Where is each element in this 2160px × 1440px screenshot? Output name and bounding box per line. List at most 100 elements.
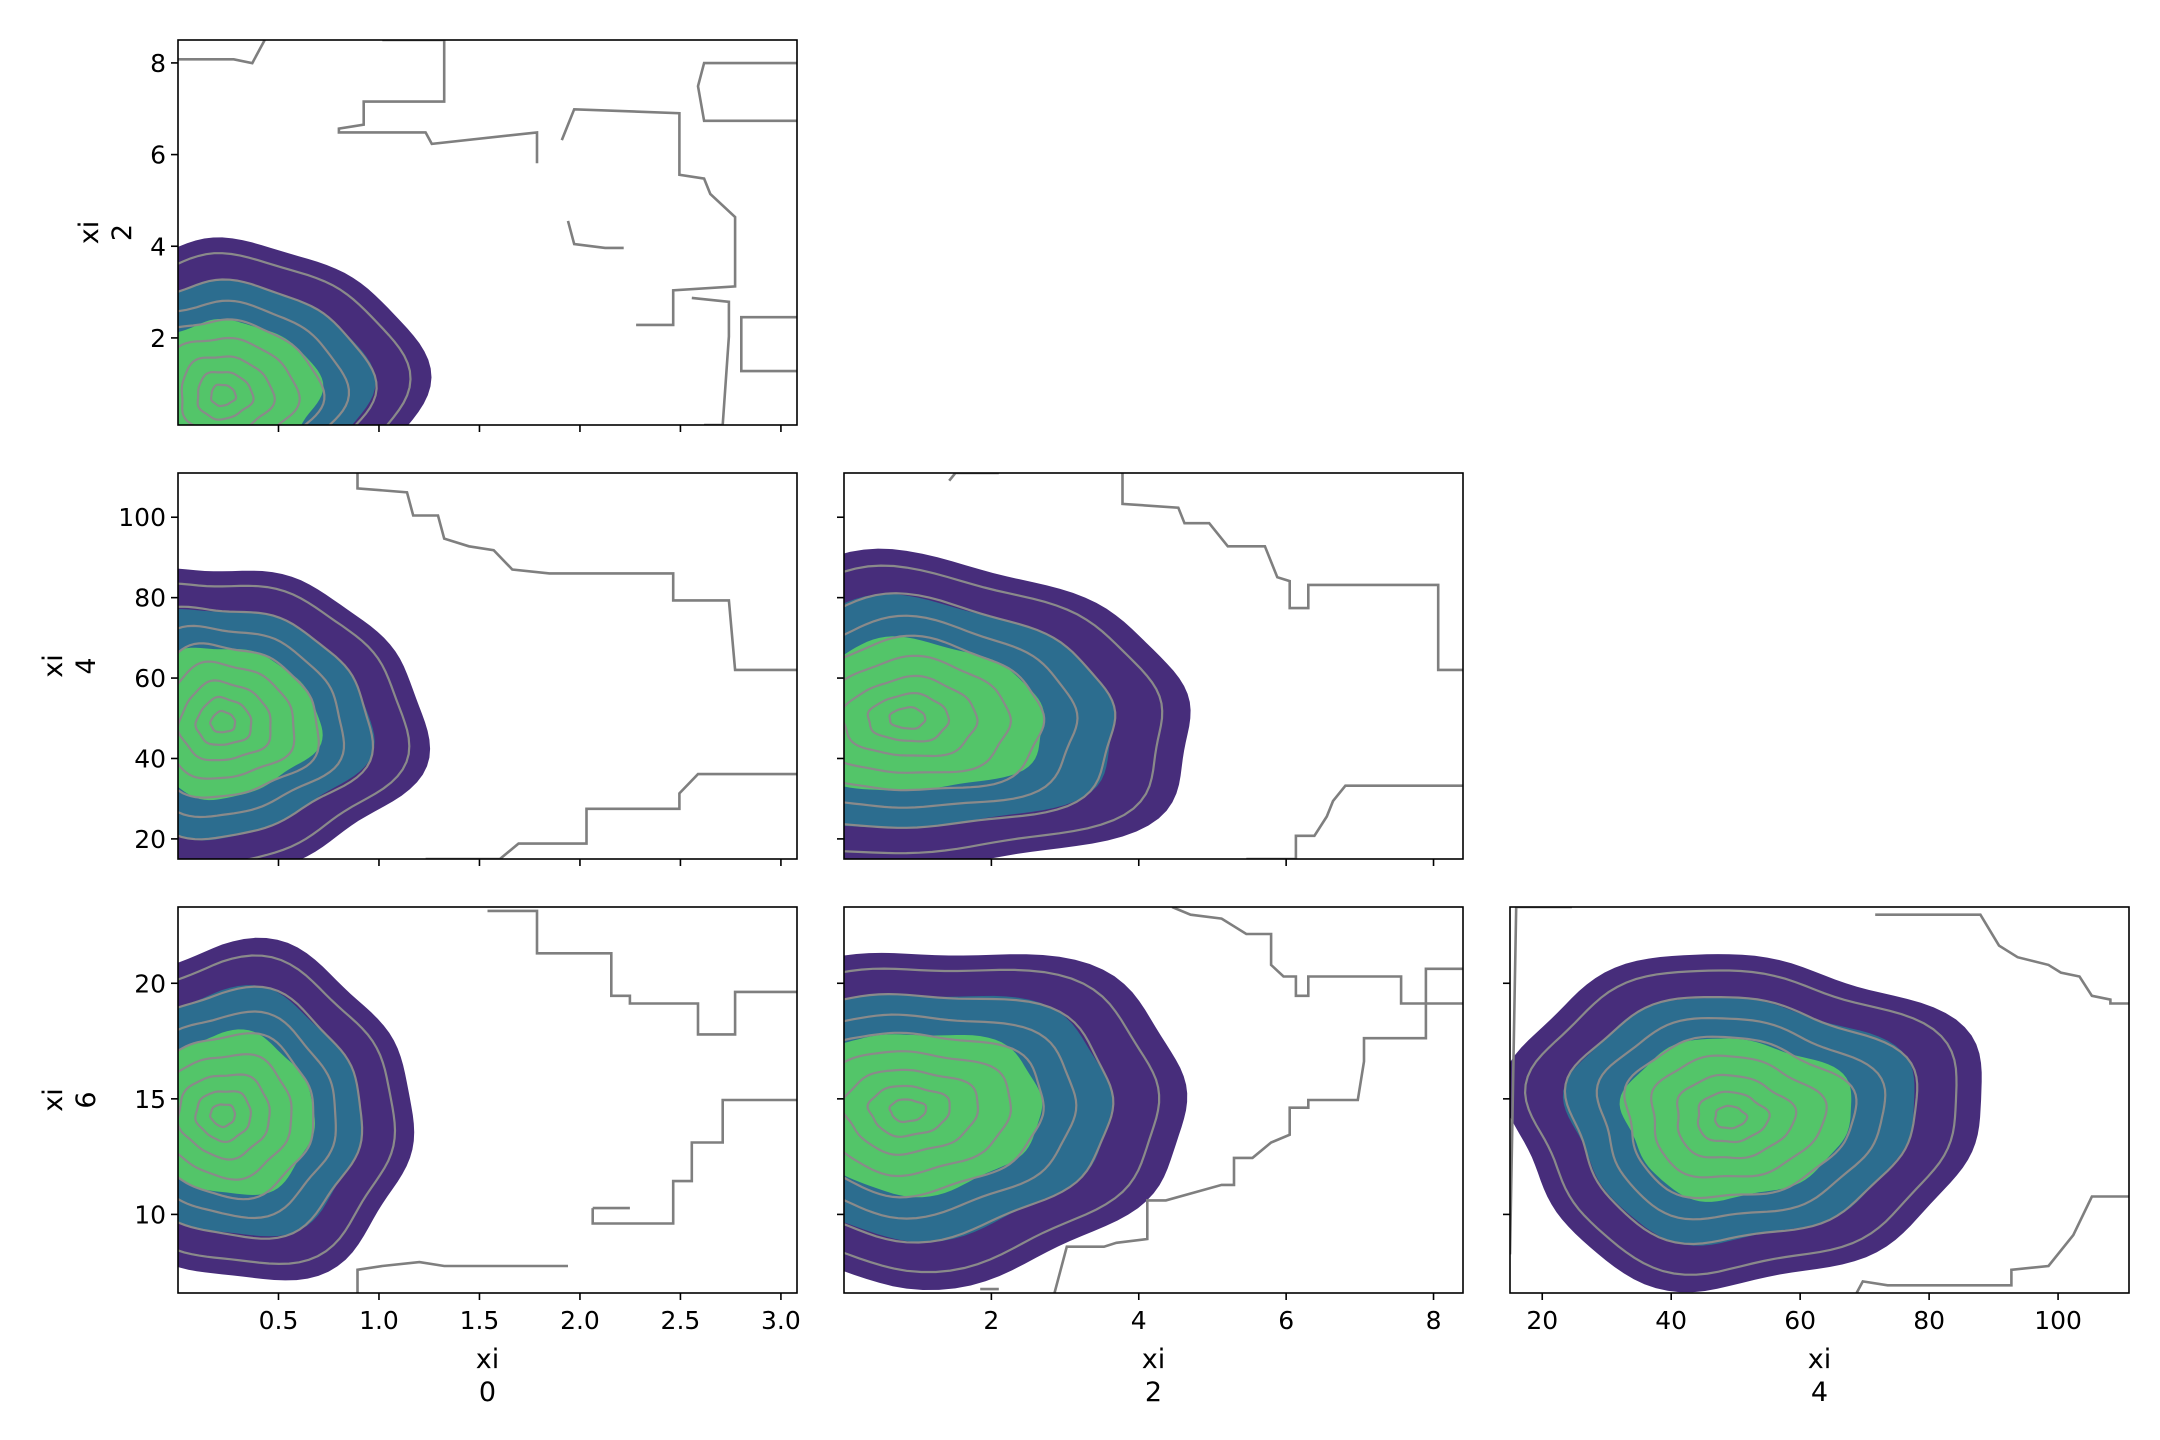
boundary-line xyxy=(1171,907,1463,1005)
boundary-line xyxy=(337,40,539,164)
x-tick-label: 100 xyxy=(2034,1306,2082,1335)
contour-line xyxy=(866,1084,951,1138)
contour-line xyxy=(866,691,951,743)
contour-line xyxy=(844,967,1161,1274)
y-axis-label: 2 xyxy=(107,224,138,241)
x-axis-label: xi xyxy=(476,1344,499,1375)
contour-line xyxy=(178,252,412,425)
boundary-line xyxy=(948,473,999,482)
contour-line xyxy=(178,642,320,799)
axes-frame xyxy=(1509,906,2130,1294)
boundary-line xyxy=(566,220,624,250)
contour-line xyxy=(844,674,979,758)
contour-line xyxy=(178,336,301,425)
boundary-line xyxy=(178,40,266,65)
contour-line xyxy=(844,654,1013,774)
contour-line xyxy=(178,278,378,425)
panel-xi2_vs_xi4 xyxy=(837,472,1464,866)
y-axis-label: 4 xyxy=(71,657,102,674)
y-tick-label: 2 xyxy=(150,324,166,353)
plot-area xyxy=(844,907,1463,1293)
contour-line xyxy=(888,1098,928,1124)
boundary-line xyxy=(1510,907,1572,1255)
y-tick-label: 80 xyxy=(134,584,166,613)
contour-line xyxy=(178,954,397,1266)
contour-line xyxy=(1623,1035,1858,1200)
y-tick-label: 8 xyxy=(150,49,166,78)
contour-line xyxy=(178,299,350,425)
y-tick-label: 10 xyxy=(134,1200,166,1229)
boundary-line xyxy=(691,296,731,425)
x-tick-label: 4 xyxy=(1131,1306,1147,1335)
contour-line xyxy=(888,706,927,730)
plot-area xyxy=(178,473,797,859)
y-tick-label: 4 xyxy=(150,232,166,261)
x-tick-label: 3.0 xyxy=(761,1306,801,1335)
y-tick-label: 60 xyxy=(134,664,166,693)
x-axis-label: 0 xyxy=(479,1377,496,1408)
contour-line xyxy=(844,614,1079,809)
x-axis-label: xi xyxy=(1808,1344,1831,1375)
plot-area xyxy=(1510,907,2129,1293)
x-tick-label: 1.5 xyxy=(460,1306,500,1335)
boundary-line xyxy=(356,473,797,672)
contour-line xyxy=(1563,996,1919,1246)
axes-frame xyxy=(177,472,798,860)
contour-line xyxy=(210,383,238,408)
contour-line xyxy=(194,695,253,746)
contour-line xyxy=(178,605,375,841)
x-tick-label: 40 xyxy=(1655,1306,1687,1335)
contour-line xyxy=(1523,969,1958,1276)
x-tick-label: 2.5 xyxy=(661,1306,701,1335)
boundary-line xyxy=(1246,784,1463,859)
contour-line xyxy=(844,1031,1045,1199)
contour-line xyxy=(178,1053,293,1181)
y-tick-label: 15 xyxy=(134,1085,166,1114)
boundary-line xyxy=(425,772,797,859)
boundary-line xyxy=(487,909,797,1036)
contour-line xyxy=(1714,1104,1749,1130)
density-band-inner xyxy=(178,319,324,425)
plot-area xyxy=(178,40,797,425)
x-tick-label: 2 xyxy=(983,1306,999,1335)
boundary-line xyxy=(591,1098,797,1225)
x-tick-label: 1.0 xyxy=(359,1306,399,1335)
density-band-inner xyxy=(844,1034,1043,1198)
contour-line xyxy=(844,1050,1013,1178)
panel-xi4_vs_xi6: 20 40 60 80 100 xi4 xyxy=(1503,906,2130,1408)
boundary-line xyxy=(1121,473,1463,672)
x-tick-label: 8 xyxy=(1426,1306,1442,1335)
axes-frame xyxy=(177,39,798,426)
contour-line xyxy=(178,985,364,1240)
contour-line xyxy=(844,1013,1078,1220)
y-tick-label: 20 xyxy=(134,969,166,998)
contour-line xyxy=(178,624,346,819)
contour-line xyxy=(844,992,1115,1244)
contour-line xyxy=(1595,1016,1887,1221)
contour-line xyxy=(178,660,296,780)
x-tick-label: 80 xyxy=(1913,1306,1945,1335)
boundary-line xyxy=(1855,1195,2129,1293)
contour-line xyxy=(1696,1090,1771,1144)
x-tick-label: 20 xyxy=(1526,1306,1558,1335)
boundary-line xyxy=(1875,913,2129,1005)
boundary-line xyxy=(1053,967,1463,1293)
y-axis-label: xi xyxy=(74,221,105,244)
contour-line xyxy=(209,1103,237,1129)
plot-area xyxy=(844,473,1463,859)
contour-line xyxy=(194,1090,252,1144)
contour-line xyxy=(844,634,1046,792)
contour-line xyxy=(178,1032,315,1201)
x-tick-label: 0.5 xyxy=(259,1306,299,1335)
contour-line xyxy=(844,1068,979,1156)
y-tick-label: 40 xyxy=(134,744,166,773)
x-axis-label: 2 xyxy=(1145,1377,1162,1408)
boundary-line xyxy=(560,107,737,327)
axes-frame xyxy=(843,906,1464,1294)
contour-line xyxy=(1676,1073,1798,1160)
x-tick-label: 6 xyxy=(1278,1306,1294,1335)
x-tick-label: 2.0 xyxy=(560,1306,600,1335)
